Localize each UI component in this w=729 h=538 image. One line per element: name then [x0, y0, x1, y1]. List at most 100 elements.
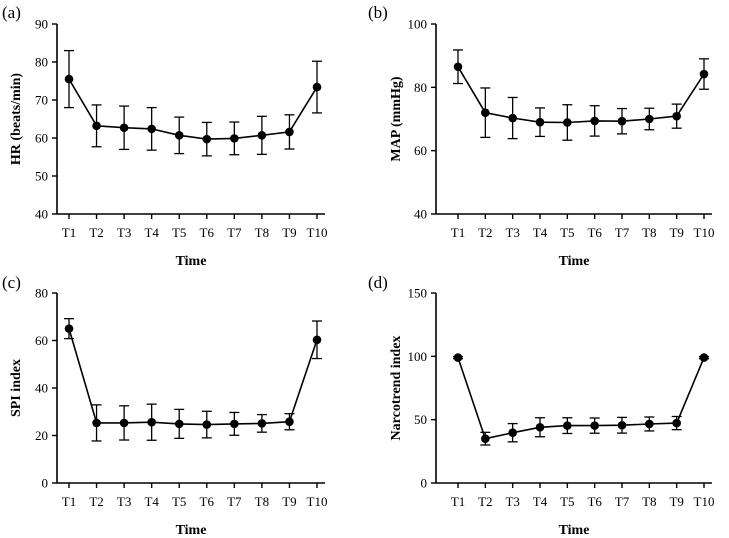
- x-tick-label: T10: [307, 494, 328, 509]
- data-point: [699, 69, 709, 79]
- x-tick-label: T7: [615, 225, 630, 240]
- data-point: [508, 428, 517, 438]
- x-axis-title: Time: [559, 254, 590, 269]
- panel-label: (c): [2, 273, 21, 292]
- data-point: [590, 116, 599, 126]
- y-tick-label: 0: [421, 476, 428, 491]
- data-point: [92, 121, 101, 131]
- y-tick-label: 70: [35, 93, 48, 108]
- panel-a: (a) 40 50 60 70 80 90 T1 T2 T3 T4 T5 T6 T7 T8 T9 T10 Time…: [2, 3, 327, 269]
- data-point: [453, 62, 463, 72]
- panel-label: (b): [368, 3, 388, 22]
- x-axis-title: Time: [176, 254, 207, 269]
- x-tick-label: T2: [89, 225, 103, 240]
- data-point: [617, 420, 627, 430]
- x-tick-label: T2: [478, 494, 492, 509]
- data-point: [174, 419, 184, 429]
- y-axis-title: Narcotrend index: [389, 336, 404, 441]
- data-point: [202, 134, 212, 144]
- x-tick-label: T1: [451, 494, 465, 509]
- series-line: [457, 357, 705, 440]
- x-tick-label: T2: [478, 225, 492, 240]
- panel-c: (c) 0 20 40 60 80 T1 T2 T3 T4 T5 T6 T7 T8 T9 T10 Time SPI…: [2, 273, 327, 538]
- panel-b: (b) 40 60 80 100 T1 T2 T3 T4 T5 T6 T7 T8 T9 T10 Time MAP…: [368, 3, 714, 269]
- data-point: [64, 324, 74, 333]
- series-line: [68, 328, 318, 426]
- x-tick-label: T5: [560, 225, 574, 240]
- y-tick-label: 90: [35, 17, 48, 32]
- x-tick-label: T8: [642, 494, 656, 509]
- y-tick-label: 80: [35, 55, 48, 70]
- x-tick-label: T9: [669, 494, 683, 509]
- data-point: [257, 131, 267, 140]
- y-tick-label: 80: [414, 80, 427, 95]
- data-point: [645, 419, 654, 429]
- x-tick-label: T5: [172, 225, 186, 240]
- x-axis-title: Time: [559, 523, 590, 538]
- x-tick-label: T6: [200, 494, 215, 509]
- x-tick-label: T3: [505, 225, 519, 240]
- data-point: [508, 113, 517, 123]
- x-tick-label: T10: [307, 225, 328, 240]
- x-tick-label: T6: [587, 225, 602, 240]
- x-tick-label: T9: [282, 225, 296, 240]
- x-tick-label: T1: [451, 225, 465, 240]
- data-point: [535, 422, 545, 432]
- data-point: [147, 124, 156, 134]
- data-point: [119, 123, 129, 133]
- x-tick-label: T1: [62, 225, 76, 240]
- x-tick-label: T6: [587, 494, 602, 509]
- data-point: [672, 111, 681, 121]
- x-tick-label: T5: [172, 494, 186, 509]
- x-tick-label: T9: [282, 494, 296, 509]
- y-tick-label: 100: [408, 349, 428, 364]
- data-point: [119, 418, 129, 428]
- data-point: [285, 417, 294, 427]
- x-axis-title: Time: [176, 523, 207, 538]
- data-point: [202, 420, 212, 429]
- x-tick-label: T4: [144, 494, 159, 509]
- data-point: [230, 134, 239, 143]
- x-tick-label: T2: [89, 494, 103, 509]
- data-point: [285, 127, 294, 137]
- data-point: [453, 353, 463, 362]
- x-tick-label: T9: [669, 225, 683, 240]
- data-point: [617, 116, 627, 126]
- y-tick-label: 60: [414, 143, 427, 158]
- data-point: [92, 418, 101, 428]
- data-point: [645, 114, 654, 124]
- x-tick-label: T5: [560, 494, 574, 509]
- panel-label: (d): [368, 273, 388, 292]
- panel-d: (d) 0 50 100 150 T1 T2 T3 T4 T5 T6 T7 T8 T9 T10 Time Nar…: [368, 273, 714, 538]
- y-tick-label: 50: [35, 169, 48, 184]
- data-point: [230, 419, 239, 429]
- x-tick-label: T10: [694, 225, 715, 240]
- data-point: [147, 417, 156, 427]
- y-tick-label: 60: [35, 333, 48, 348]
- y-tick-label: 20: [35, 428, 48, 443]
- y-axis-title: HR (beats/min): [9, 73, 24, 166]
- x-tick-label: T3: [505, 494, 519, 509]
- data-point: [481, 434, 490, 443]
- data-point: [257, 419, 267, 428]
- panel-label: (a): [2, 3, 21, 22]
- y-axis-title: SPI index: [9, 359, 24, 417]
- data-point: [563, 421, 572, 430]
- y-tick-label: 0: [42, 476, 49, 491]
- x-tick-label: T8: [642, 225, 656, 240]
- series-line: [68, 78, 318, 140]
- x-tick-label: T10: [694, 494, 715, 509]
- y-axis-title: MAP (mmHg): [389, 76, 404, 161]
- data-point: [312, 335, 322, 345]
- x-tick-label: T4: [144, 225, 159, 240]
- series-line: [457, 66, 705, 124]
- y-tick-label: 60: [35, 131, 48, 146]
- x-tick-label: T1: [62, 494, 76, 509]
- data-point: [64, 74, 74, 84]
- data-point: [699, 353, 709, 362]
- y-tick-label: 150: [408, 286, 428, 301]
- y-tick-label: 50: [414, 412, 427, 427]
- x-tick-label: T3: [117, 494, 131, 509]
- y-tick-label: 100: [408, 17, 428, 32]
